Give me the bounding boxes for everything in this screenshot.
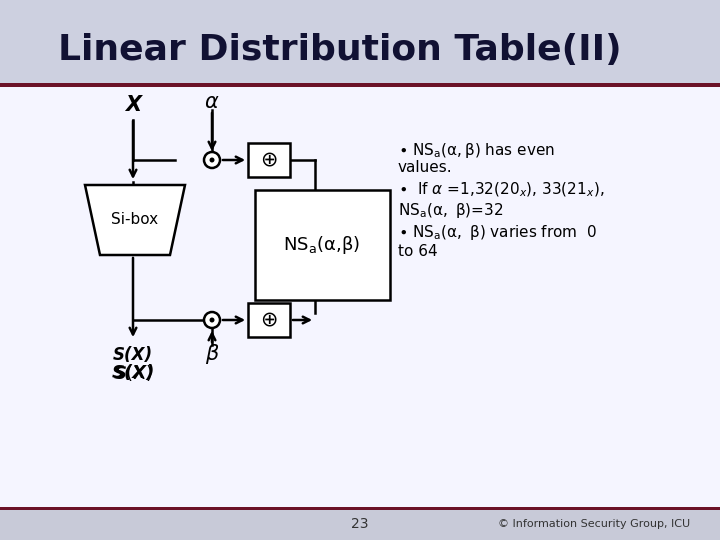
Text: to 64: to 64 <box>398 245 438 260</box>
Circle shape <box>210 158 215 163</box>
Text: © Information Security Group, ICU: © Information Security Group, ICU <box>498 519 690 529</box>
Text: S(X): S(X) <box>112 364 155 382</box>
Bar <box>0 507 720 510</box>
Text: $\bfit{S}$(X): $\bfit{S}$(X) <box>113 363 153 383</box>
Text: $\beta$: $\beta$ <box>204 342 220 366</box>
Text: values.: values. <box>398 160 453 176</box>
Text: 23: 23 <box>351 517 369 531</box>
Text: $\oplus$: $\oplus$ <box>260 310 278 330</box>
Text: X: X <box>125 95 141 115</box>
Bar <box>248 143 290 177</box>
Text: Si-box: Si-box <box>112 213 158 227</box>
Text: $\bullet$ $\mathrm{NS_a(\alpha,\ \beta)}$ varies from  0: $\bullet$ $\mathrm{NS_a(\alpha,\ \beta)}… <box>398 222 597 241</box>
Text: $\oplus$: $\oplus$ <box>260 150 278 170</box>
Circle shape <box>204 152 220 168</box>
Bar <box>255 190 390 300</box>
Bar <box>248 303 290 337</box>
Text: $\mathrm{NS_a(\alpha,\ \beta)}$=32: $\mathrm{NS_a(\alpha,\ \beta)}$=32 <box>398 200 503 219</box>
Bar <box>0 83 720 87</box>
Text: $\bullet$  If $\alpha$ =1,32(20$_x$), 33(21$_x$),: $\bullet$ If $\alpha$ =1,32(20$_x$), 33(… <box>398 181 605 199</box>
Circle shape <box>204 312 220 328</box>
Bar <box>0 85 720 508</box>
Polygon shape <box>85 185 185 255</box>
Text: $\mathrm{NS_a(\alpha,\!\beta)}$: $\mathrm{NS_a(\alpha,\!\beta)}$ <box>283 234 361 256</box>
Text: S(X): S(X) <box>113 346 153 364</box>
Text: $\alpha$: $\alpha$ <box>204 92 220 112</box>
Bar <box>0 0 720 85</box>
Bar <box>0 508 720 540</box>
Text: $\bullet$ $\mathrm{NS_a(\alpha,\beta)}$ has even: $\bullet$ $\mathrm{NS_a(\alpha,\beta)}$ … <box>398 140 555 159</box>
Circle shape <box>210 318 215 322</box>
Text: Linear Distribution Table(II): Linear Distribution Table(II) <box>58 33 622 67</box>
